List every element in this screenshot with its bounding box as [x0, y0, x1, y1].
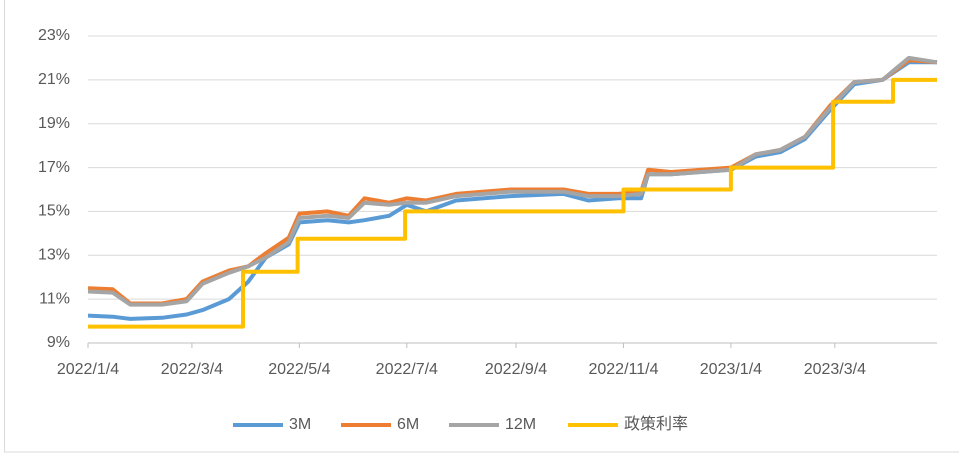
legend-label: 3M — [289, 416, 311, 433]
x-tick-label: 2022/5/4 — [268, 361, 330, 378]
y-tick-label: 19% — [38, 115, 70, 132]
y-tick-label: 9% — [47, 334, 70, 351]
x-tick-label: 2022/9/4 — [485, 361, 547, 378]
x-tick-label: 2022/3/4 — [161, 361, 223, 378]
y-tick-label: 13% — [38, 247, 70, 264]
legend-label: 12M — [505, 416, 536, 433]
x-tick-label: 2023/1/4 — [700, 361, 762, 378]
y-tick-label: 11% — [39, 290, 70, 307]
series-line — [87, 55, 938, 307]
series-line — [87, 58, 938, 306]
y-tick-label: 17% — [38, 159, 70, 176]
x-tick-label: 2022/7/4 — [376, 361, 438, 378]
y-tick-label: 23% — [38, 27, 70, 44]
y-tick-label: 15% — [38, 203, 70, 220]
x-tick-label: 2022/11/4 — [588, 361, 658, 378]
series-line — [88, 77, 937, 329]
legend-label: 6M — [397, 416, 419, 433]
y-tick-label: 21% — [38, 71, 70, 88]
chart-border — [4, 0, 959, 453]
x-tick-label: 2022/1/4 — [57, 361, 119, 378]
x-tick-label: 2023/3/4 — [804, 361, 866, 378]
legend-label: 政策利率 — [624, 415, 688, 433]
